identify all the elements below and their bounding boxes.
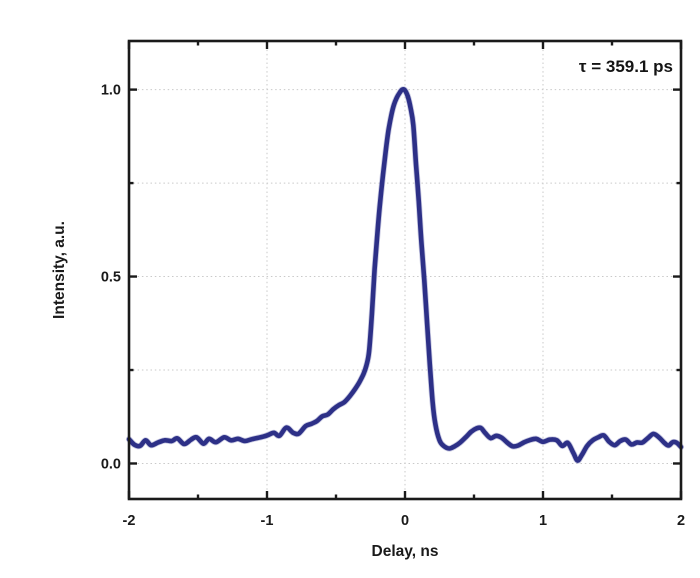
y-tick-label: 0.0 [101,456,121,472]
y-axis-title: Intensity, a.u. [51,221,68,319]
x-tick-label: -1 [261,513,274,529]
y-tick-label: 0.5 [101,270,121,286]
x-tick-label: -2 [123,513,136,529]
x-tick-label: 1 [539,513,547,529]
y-tick-label: 1.0 [101,83,121,99]
signal-curve [126,87,684,463]
x-axis-title: Delay, ns [371,543,439,560]
autocorrelation-chart: -2 -1 0 1 2 0.0 0.5 1.0 Intensity, a.u. Delay, … [40,16,700,578]
x-tick-label: 2 [677,513,685,529]
x-tick-label: 0 [401,513,409,529]
pulse-duration-annotation: τ = 359.1 ps [578,57,673,76]
plot-canvas: -2 -1 0 1 2 0.0 0.5 1.0 [101,39,685,529]
